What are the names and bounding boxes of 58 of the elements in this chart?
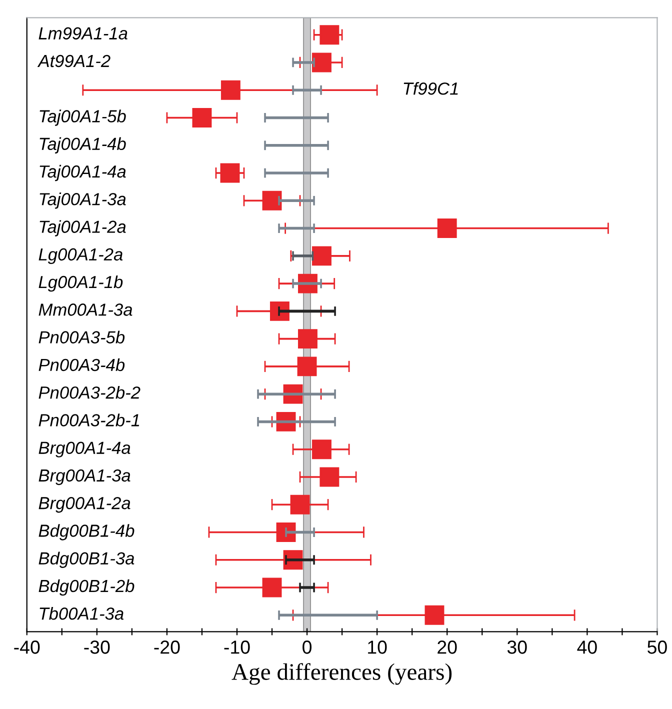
point bbox=[312, 52, 332, 72]
x-tick-label: -10 bbox=[224, 640, 250, 654]
y-tick-label: Taj00A1-2a bbox=[40, 220, 126, 236]
point bbox=[262, 190, 282, 210]
y-tick-label: Lm99A1-1a bbox=[38, 27, 128, 40]
y-tick-label: Tb00A1-3a bbox=[40, 607, 124, 620]
y-tick-label: Brg00A1-2a bbox=[38, 496, 130, 513]
y-tick-label: Mm00A1-3a bbox=[38, 304, 132, 316]
bar bbox=[265, 172, 328, 174]
point bbox=[320, 25, 340, 45]
y-tick-label: Pn00A3-5b bbox=[38, 330, 125, 344]
y-tick-label: Pn00A3-2b-2 bbox=[38, 386, 140, 399]
y-tick-label: Lg00A1-1b bbox=[38, 275, 123, 292]
y-tick-label: Brg00A1-3a bbox=[38, 469, 130, 486]
bar bbox=[286, 558, 314, 562]
x-tick-label: 40 bbox=[577, 640, 597, 654]
y-tick-label: Bdg00B1-3a bbox=[38, 552, 134, 568]
point bbox=[192, 108, 212, 128]
point bbox=[320, 467, 340, 487]
x-tick-label: -30 bbox=[84, 640, 110, 654]
bar bbox=[258, 420, 336, 424]
point bbox=[424, 605, 444, 625]
x-tick-label: 30 bbox=[507, 640, 527, 654]
y-tick-label: Pn00A3-2b-1 bbox=[38, 414, 140, 426]
y-tick-label: Brg00A1-4a bbox=[38, 442, 130, 458]
bar bbox=[293, 254, 313, 258]
bar bbox=[293, 282, 322, 285]
bar bbox=[293, 61, 314, 64]
y-tick-label: Taj00A1-5b bbox=[40, 110, 126, 126]
x-tick-label: 50 bbox=[648, 640, 667, 654]
point bbox=[220, 80, 240, 100]
y-tick-label: Pn00A3-4b bbox=[38, 358, 125, 372]
point bbox=[290, 494, 310, 514]
point bbox=[437, 218, 457, 238]
y-tick-label: Taj00A1-4b bbox=[40, 137, 126, 154]
y-tick-label: Taj00A1-4a bbox=[40, 164, 126, 182]
point bbox=[312, 246, 332, 266]
x-tick-label: -40 bbox=[14, 640, 40, 654]
y-tick-label: Taj00A1-3a bbox=[40, 192, 126, 209]
x-tick-label: -20 bbox=[154, 640, 180, 654]
y-tick-label: Tf99C1 bbox=[404, 82, 458, 95]
x-tick-label: 0 bbox=[302, 640, 312, 654]
y-tick-label: At99A1-2 bbox=[37, 54, 110, 68]
point bbox=[312, 440, 332, 460]
bar bbox=[293, 88, 322, 92]
point bbox=[262, 578, 282, 598]
bar bbox=[300, 586, 314, 589]
bar bbox=[265, 144, 328, 147]
point bbox=[297, 356, 317, 376]
y-tick-label: Bdg00B1-4b bbox=[38, 524, 134, 540]
y-tick-label: Lg00A1-2a bbox=[38, 248, 123, 264]
point bbox=[298, 329, 318, 349]
y-tick-label: Bdg00B1-2b bbox=[38, 579, 134, 596]
x-axis-title: Age differences (years) bbox=[232, 663, 452, 685]
x-tick-label: 10 bbox=[368, 640, 387, 654]
x-tick-label: 20 bbox=[438, 640, 457, 654]
bar bbox=[258, 392, 336, 396]
point bbox=[220, 163, 240, 183]
